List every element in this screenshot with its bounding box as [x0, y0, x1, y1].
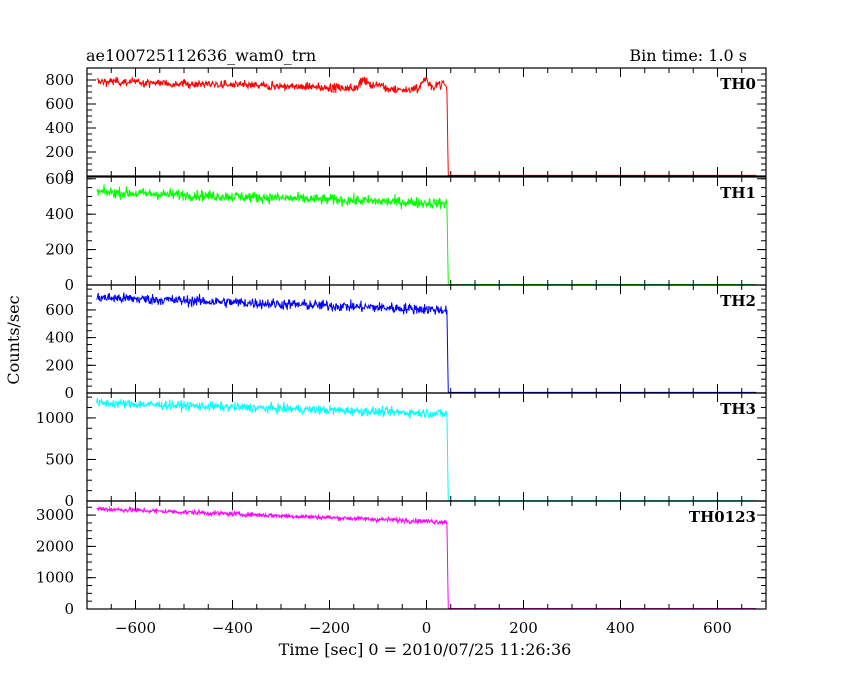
x-tick-label: 0 [422, 619, 432, 637]
y-axis-label: Counts/sec [4, 295, 23, 384]
panel-frame [86, 284, 767, 394]
series-line-th0 [96, 75, 757, 176]
y-tick-label: 0 [64, 167, 74, 185]
y-tick-label: 800 [45, 71, 74, 89]
y-tick-label: 1000 [36, 569, 74, 587]
panel-label-th0123: TH0123 [689, 508, 756, 526]
panel-th2: 0 200 400 600 TH2 [45, 284, 767, 402]
series-line-th2 [96, 292, 757, 393]
y-tick-label: 0 [64, 384, 74, 402]
y-tick-label: 200 [45, 356, 74, 374]
x-tick-label: 600 [703, 619, 732, 637]
bin-time-label: Bin time: 1.0 s [629, 46, 747, 65]
series-line-th0123 [96, 505, 757, 609]
series-line-th3 [96, 397, 757, 502]
y-tick-label: 0 [64, 492, 74, 510]
x-tick-label: −400 [212, 619, 253, 637]
panel-th0: 0 200 400 600 800 TH0 [45, 67, 767, 185]
y-tick-label: 1000 [36, 409, 74, 427]
y-tick-label: 500 [45, 450, 74, 468]
x-tick-label: −200 [309, 619, 350, 637]
chart-title: ae100725112636_wam0_trn [86, 46, 316, 65]
panel-label-th1: TH1 [720, 184, 756, 202]
panel-label-th0: TH0 [720, 75, 756, 93]
y-tick-label: 200 [45, 241, 74, 259]
panel-th3: 0 500 1000 TH3 [36, 392, 767, 510]
y-tick-label: 400 [45, 329, 74, 347]
x-tick-label: 400 [606, 619, 635, 637]
y-tick-label: 0 [64, 276, 74, 294]
panel-frame [86, 176, 767, 286]
panel-th1: 0 200 400 600 TH1 [45, 170, 767, 294]
y-tick-label: 200 [45, 143, 74, 161]
y-tick-label: 400 [45, 205, 74, 223]
panels-group: 0 200 400 600 800 TH0 0 200 400 600 TH1 0 200 400 600 T… [36, 67, 767, 618]
y-tick-label: 400 [45, 119, 74, 137]
panel-th0123: 0 1000 2000 3000 TH0123 [36, 500, 767, 618]
y-tick-label: 600 [45, 170, 74, 188]
panel-label-th2: TH2 [720, 292, 756, 310]
x-tick-label: −600 [115, 619, 156, 637]
x-tick-label: 200 [509, 619, 538, 637]
y-tick-label: 3000 [36, 506, 74, 524]
x-axis: −600 −400 −200 0 200 400 600 [115, 619, 732, 637]
y-tick-label: 600 [45, 301, 74, 319]
series-line-th1 [96, 184, 757, 285]
y-tick-label: 2000 [36, 537, 74, 555]
x-axis-label: Time [sec] 0 = 2010/07/25 11:26:36 [279, 640, 572, 659]
y-tick-label: 0 [64, 600, 74, 618]
panel-label-th3: TH3 [720, 400, 756, 418]
y-tick-label: 600 [45, 95, 74, 113]
panel-frame [86, 500, 767, 610]
